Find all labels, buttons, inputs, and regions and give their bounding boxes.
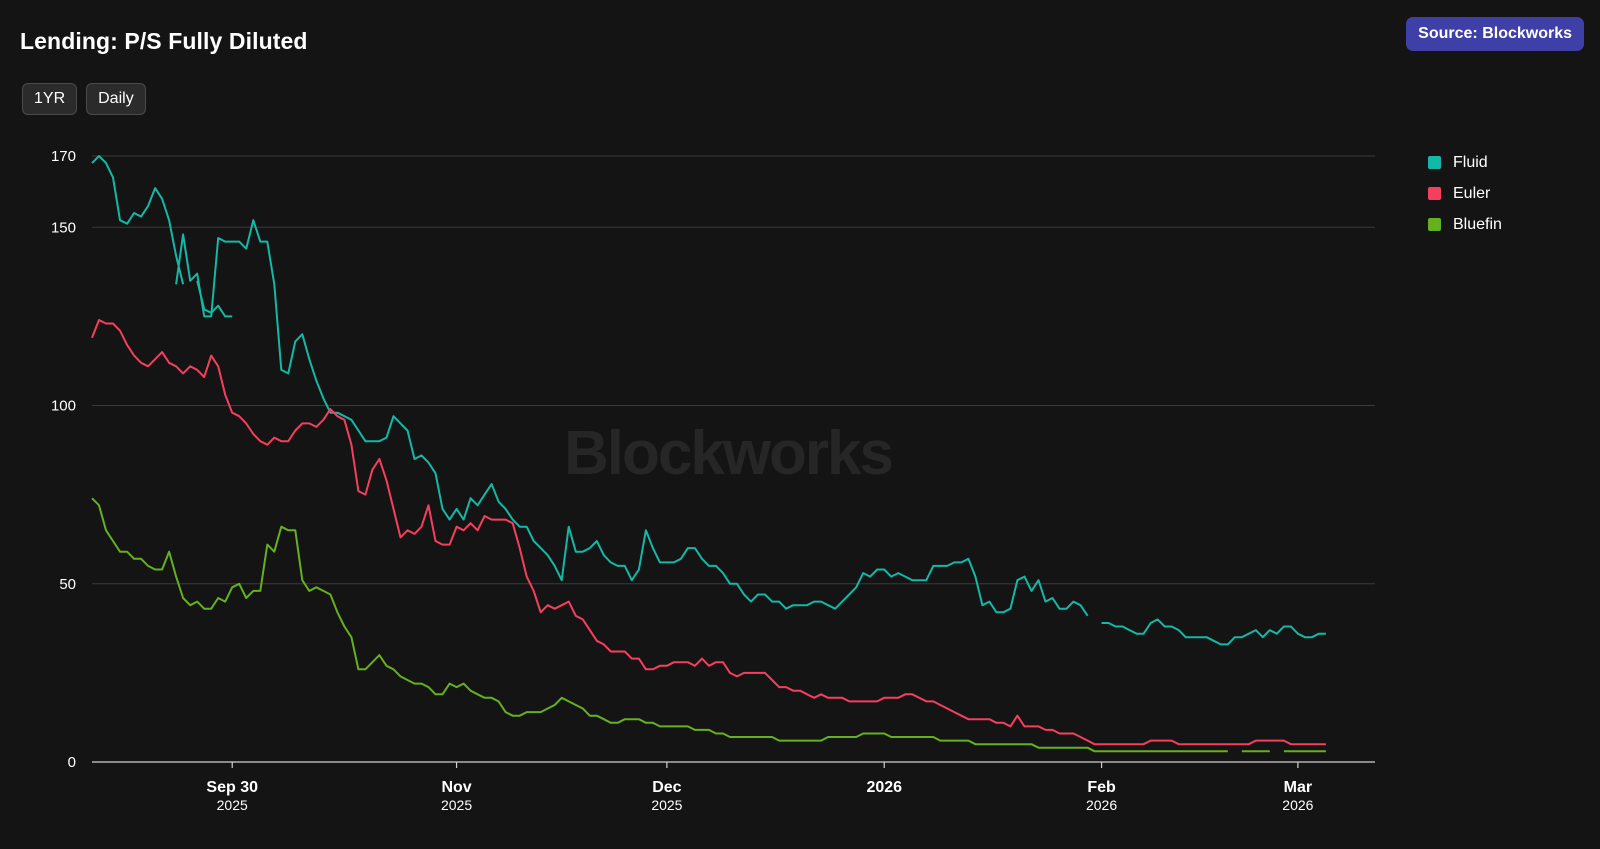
x-tick-label: Mar bbox=[1284, 779, 1312, 796]
y-axis: 0 50 100 150 170 bbox=[51, 148, 76, 771]
legend-swatch bbox=[1428, 156, 1441, 169]
x-tick-sublabel: 2026 bbox=[1086, 797, 1117, 813]
x-tick-sublabel: 2025 bbox=[217, 797, 248, 813]
legend: Fluid Euler Bluefin bbox=[1428, 147, 1502, 240]
interval-daily-button[interactable]: Daily bbox=[86, 83, 146, 115]
range-1yr-button[interactable]: 1YR bbox=[22, 83, 78, 115]
series-lines bbox=[91, 155, 1326, 753]
y-tick-label: 150 bbox=[51, 219, 76, 236]
x-tick-sublabel: 2026 bbox=[1282, 797, 1313, 813]
watermark: Blockworks bbox=[564, 419, 892, 488]
legend-swatch bbox=[1428, 187, 1441, 200]
y-tick-label: 0 bbox=[68, 754, 76, 771]
legend-item-euler[interactable]: Euler bbox=[1428, 178, 1502, 209]
y-tick-label: 50 bbox=[59, 576, 76, 593]
chart-title: Lending: P/S Fully Diluted bbox=[20, 28, 308, 54]
x-tick-sublabel: 2025 bbox=[441, 797, 472, 813]
chart-controls: 1YR Daily bbox=[22, 83, 146, 115]
series-line-euler bbox=[91, 319, 1326, 746]
x-tick-label: Nov bbox=[441, 779, 471, 796]
x-tick-sublabel: 2025 bbox=[651, 797, 682, 813]
x-tick-label: Sep 30 bbox=[206, 779, 258, 796]
x-tick-label: 2026 bbox=[866, 779, 902, 796]
y-tick-label: 170 bbox=[51, 148, 76, 165]
legend-label: Fluid bbox=[1453, 153, 1488, 171]
x-tick-label: Feb bbox=[1087, 779, 1116, 796]
source-button[interactable]: Source: Blockworks bbox=[1406, 17, 1584, 51]
legend-swatch bbox=[1428, 218, 1441, 231]
legend-label: Bluefin bbox=[1453, 215, 1502, 233]
legend-item-bluefin[interactable]: Bluefin bbox=[1428, 209, 1502, 240]
legend-label: Euler bbox=[1453, 184, 1491, 202]
y-tick-label: 100 bbox=[51, 398, 76, 415]
series-line-fluid bbox=[91, 155, 1326, 646]
series-line-bluefin bbox=[91, 497, 1326, 753]
x-tick-label: Dec bbox=[652, 779, 681, 796]
legend-item-fluid[interactable]: Fluid bbox=[1428, 147, 1502, 178]
